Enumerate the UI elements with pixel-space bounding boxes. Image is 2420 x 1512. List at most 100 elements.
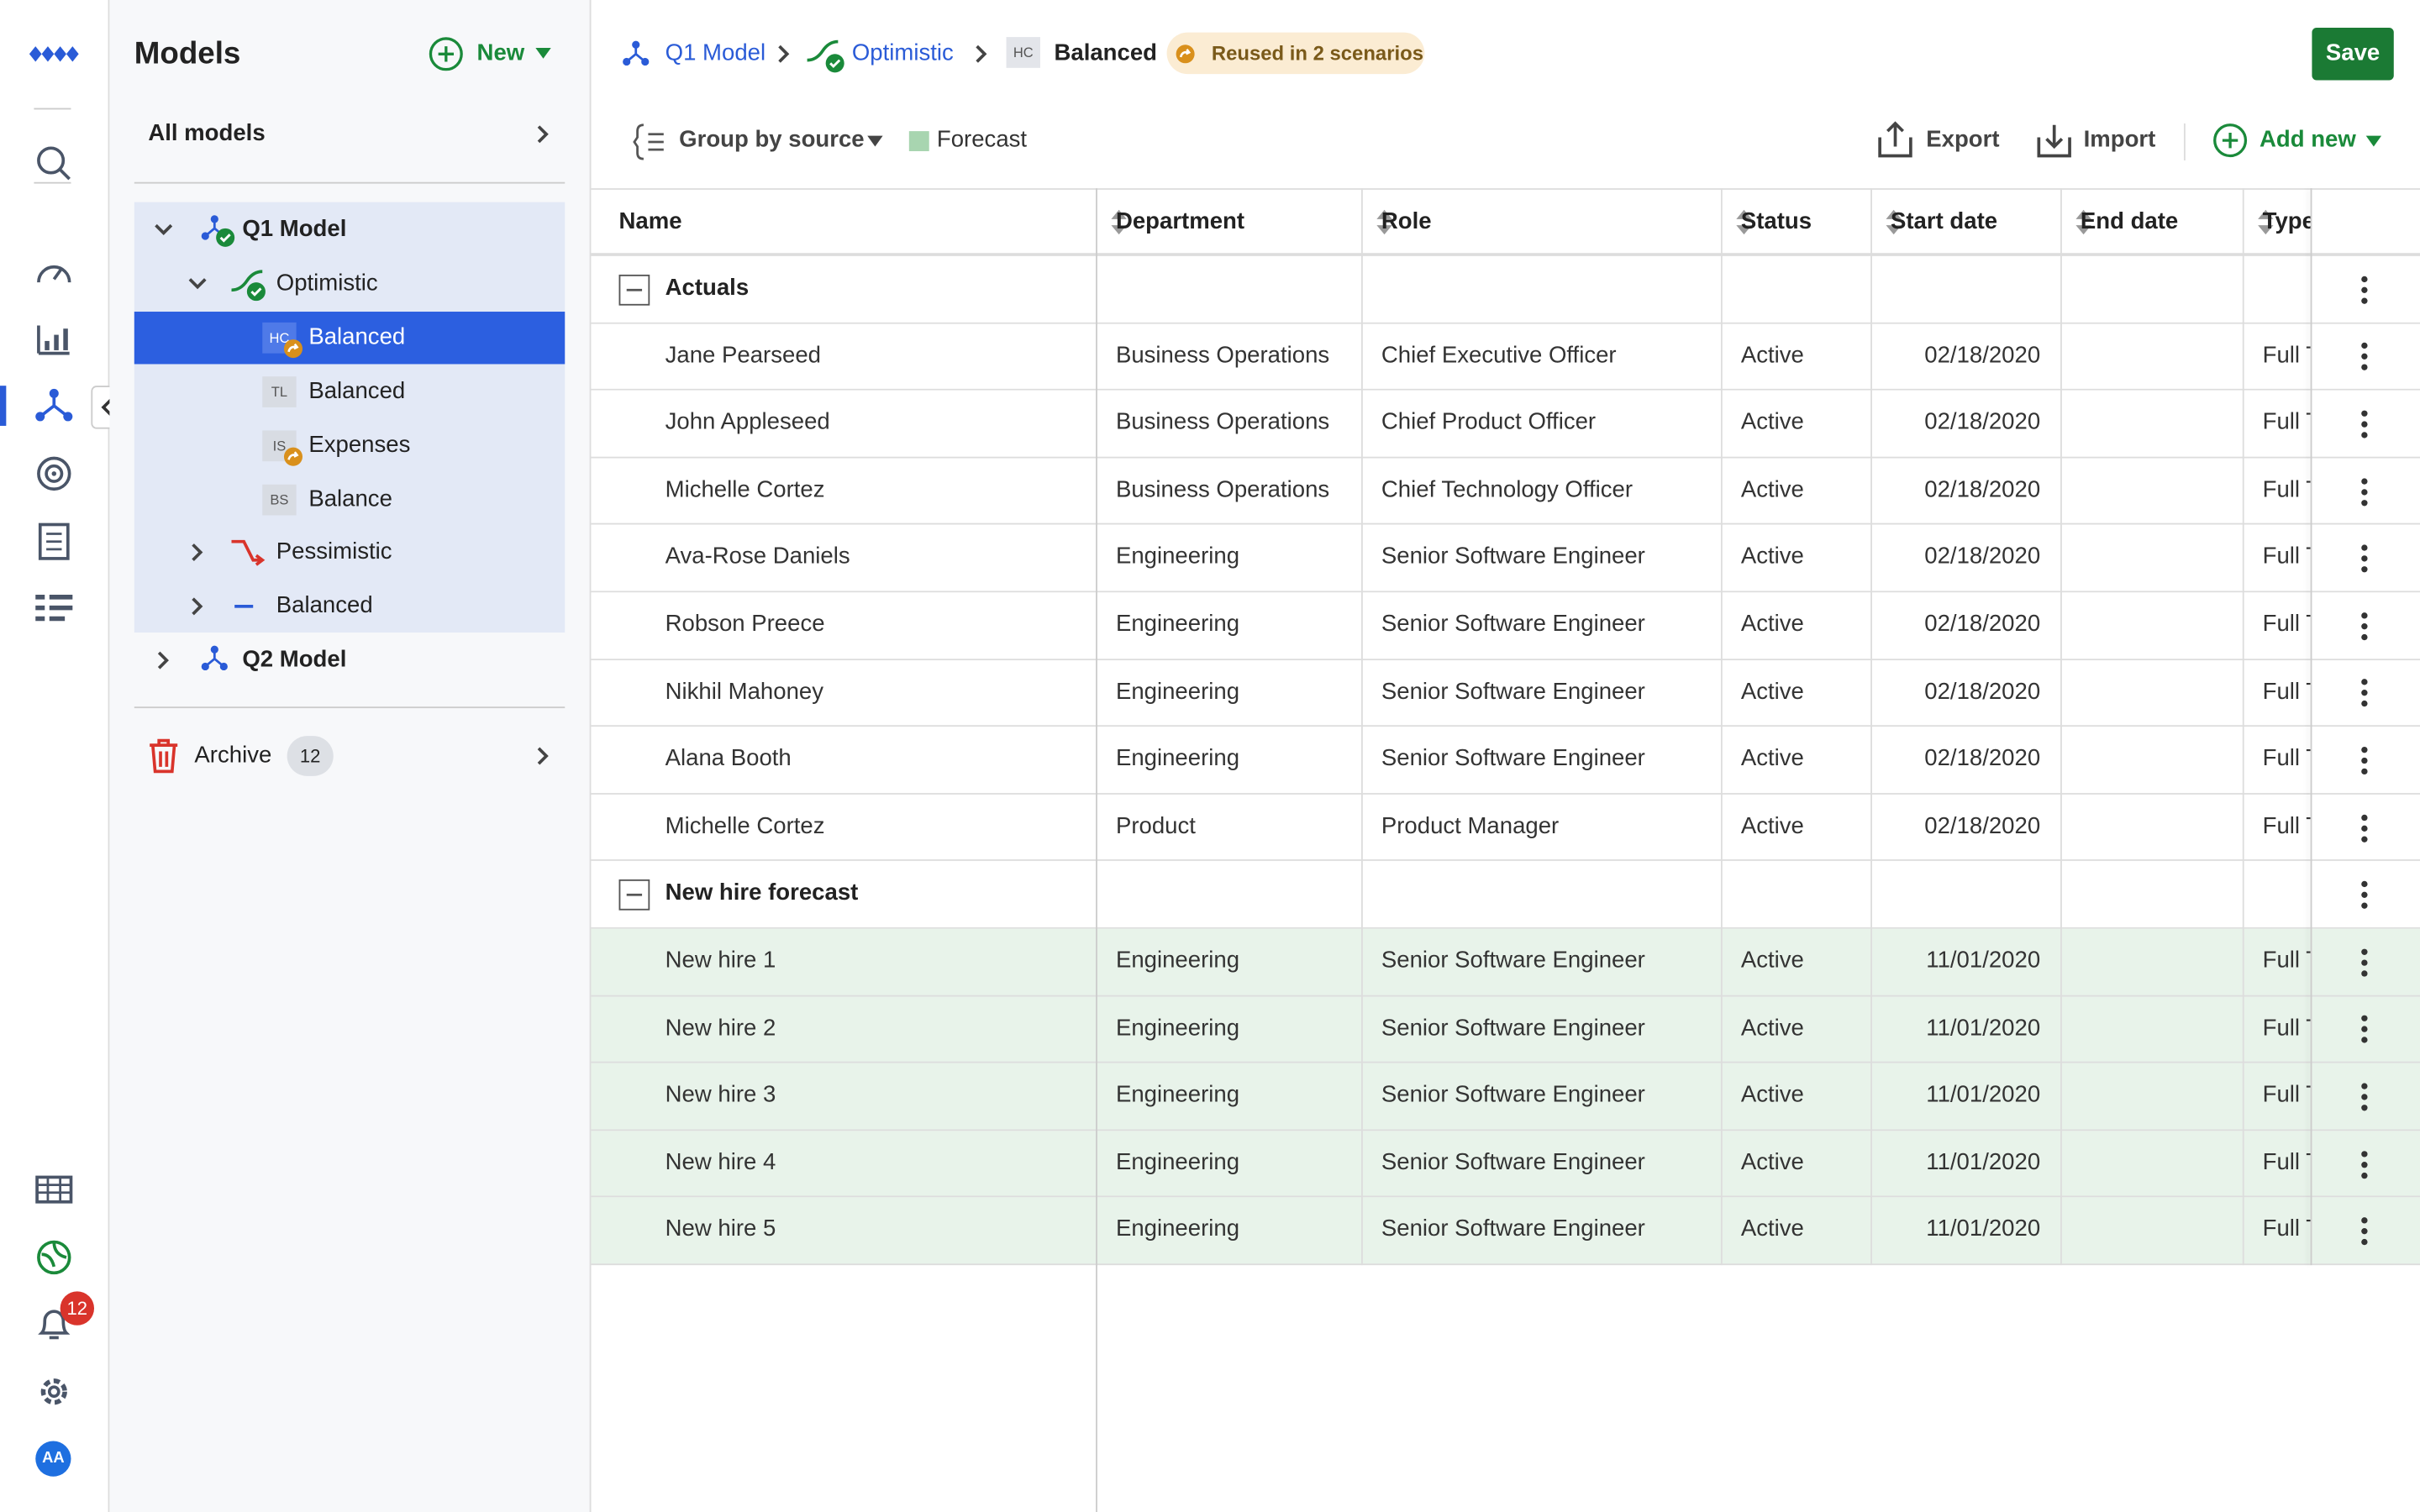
- chevron-right[interactable]: [972, 45, 991, 63]
- column-header[interactable]: Role: [1381, 207, 1721, 238]
- column-header[interactable]: End date: [2081, 207, 2243, 238]
- add-icon[interactable]: [2213, 123, 2247, 157]
- actions-column: [2312, 190, 2420, 1265]
- tree-label[interactable]: Balanced: [308, 323, 405, 354]
- rail-divider: [34, 182, 71, 184]
- group-icon[interactable]: [634, 123, 666, 160]
- list-icon[interactable]: [35, 594, 72, 622]
- collapse-group[interactable]: [619, 275, 650, 306]
- cell: Full Time: [2263, 744, 2311, 775]
- rail-divider: [34, 108, 71, 110]
- chevron-right[interactable]: [188, 597, 207, 616]
- reports-icon[interactable]: [39, 523, 70, 560]
- check-badge: [216, 228, 234, 247]
- tree-label[interactable]: Balanced: [276, 591, 373, 622]
- cell: Full Time: [2263, 340, 2311, 371]
- models-icon[interactable]: [35, 389, 72, 423]
- breadcrumb-link[interactable]: Q1 Model: [666, 39, 765, 70]
- reuse-badge: [284, 447, 302, 465]
- cell: 02/18/2020: [1891, 677, 2040, 708]
- chevron-right[interactable]: [188, 543, 207, 562]
- tree-label[interactable]: Pessimistic: [276, 538, 392, 569]
- chevron-right[interactable]: [534, 125, 553, 144]
- chevron-right[interactable]: [775, 45, 793, 63]
- cell: Business Operations: [1116, 407, 1361, 438]
- tree-label[interactable]: Balance: [308, 484, 392, 515]
- cell: Senior Software Engineer: [1381, 744, 1721, 775]
- tree-label[interactable]: Balanced: [308, 376, 405, 407]
- cell: Senior Software Engineer: [1381, 1080, 1721, 1111]
- settings-icon[interactable]: [35, 1373, 72, 1410]
- notification-badge: 12: [60, 1291, 94, 1325]
- column-header[interactable]: Status: [1741, 207, 1870, 238]
- group-title: New hire forecast: [666, 879, 859, 910]
- cell: New hire 3: [666, 1080, 1096, 1111]
- tree-label[interactable]: Q1 Model: [242, 214, 346, 245]
- cell: 02/18/2020: [1891, 407, 2040, 438]
- import-button[interactable]: Import: [2084, 125, 2156, 156]
- cell: Senior Software Engineer: [1381, 1013, 1721, 1044]
- cell: Full Time: [2263, 1080, 2311, 1111]
- new-button[interactable]: New: [477, 39, 525, 70]
- scenario-icon: [232, 541, 266, 565]
- integrations-icon[interactable]: [35, 1239, 72, 1276]
- tree-label[interactable]: Optimistic: [276, 268, 378, 299]
- cell: Engineering: [1116, 1215, 1361, 1246]
- group-title: Actuals: [666, 273, 750, 304]
- tree-label[interactable]: Expenses: [308, 430, 410, 461]
- column-header[interactable]: Start date: [1891, 207, 2060, 238]
- cell: Ava-Rose Daniels: [666, 542, 1096, 573]
- avatar[interactable]: AA: [35, 1441, 71, 1477]
- divider: [134, 706, 565, 708]
- cell: Product Manager: [1381, 811, 1721, 843]
- save-button[interactable]: Save: [2312, 28, 2393, 80]
- cell: New hire 5: [666, 1215, 1096, 1246]
- column-divider: [1361, 188, 1363, 1265]
- chevron-right[interactable]: [534, 747, 553, 765]
- cell: 11/01/2020: [1891, 1080, 2040, 1111]
- cell: Senior Software Engineer: [1381, 1147, 1721, 1179]
- export-button[interactable]: Export: [1926, 125, 1999, 156]
- chevron-right[interactable]: [155, 651, 173, 669]
- cell: Michelle Cortez: [666, 811, 1096, 843]
- chart-icon[interactable]: [35, 323, 72, 356]
- forecast-legend: Forecast: [937, 125, 1027, 156]
- column-divider: [1721, 188, 1723, 1265]
- all-models[interactable]: All models: [148, 118, 265, 150]
- export-icon[interactable]: [1876, 122, 1913, 159]
- new-icon[interactable]: [429, 37, 463, 71]
- column-header[interactable]: Type: [2263, 207, 2311, 238]
- goals-icon[interactable]: [35, 455, 72, 492]
- archive-label[interactable]: Archive: [194, 741, 271, 772]
- cell: Active: [1741, 677, 1870, 708]
- add-new-button[interactable]: Add new: [2260, 125, 2356, 156]
- model-icon: [201, 645, 229, 673]
- scenario-icon: [234, 606, 253, 609]
- cell: Active: [1741, 946, 1870, 977]
- archive-icon[interactable]: [148, 739, 179, 773]
- cell: Active: [1741, 811, 1870, 843]
- tree-label[interactable]: Q2 Model: [242, 645, 346, 676]
- chevron-down[interactable]: [155, 221, 173, 239]
- column-header[interactable]: Name: [619, 207, 1097, 238]
- cell: 11/01/2020: [1891, 1215, 2040, 1246]
- model-icon: [622, 40, 650, 68]
- chevron-down[interactable]: [188, 275, 207, 293]
- cell: Full Time: [2263, 610, 2311, 641]
- breadcrumb-current: Balanced: [1054, 39, 1157, 70]
- toolbar-divider: [2184, 123, 2186, 160]
- check-badge: [247, 282, 266, 301]
- archive-count: 12: [287, 736, 334, 776]
- cell: Full Time: [2263, 677, 2311, 708]
- column-divider: [2060, 188, 2062, 1265]
- import-icon[interactable]: [2036, 122, 2073, 159]
- group-by[interactable]: Group by source: [679, 125, 864, 156]
- dashboard-icon[interactable]: [35, 255, 72, 286]
- breadcrumb-link[interactable]: Optimistic: [852, 39, 954, 70]
- search-icon[interactable]: [35, 145, 72, 182]
- cell: Business Operations: [1116, 340, 1361, 371]
- cell: Full Time: [2263, 1215, 2311, 1246]
- collapse-group[interactable]: [619, 880, 650, 911]
- table-icon[interactable]: [35, 1176, 72, 1204]
- column-header[interactable]: Department: [1116, 207, 1361, 238]
